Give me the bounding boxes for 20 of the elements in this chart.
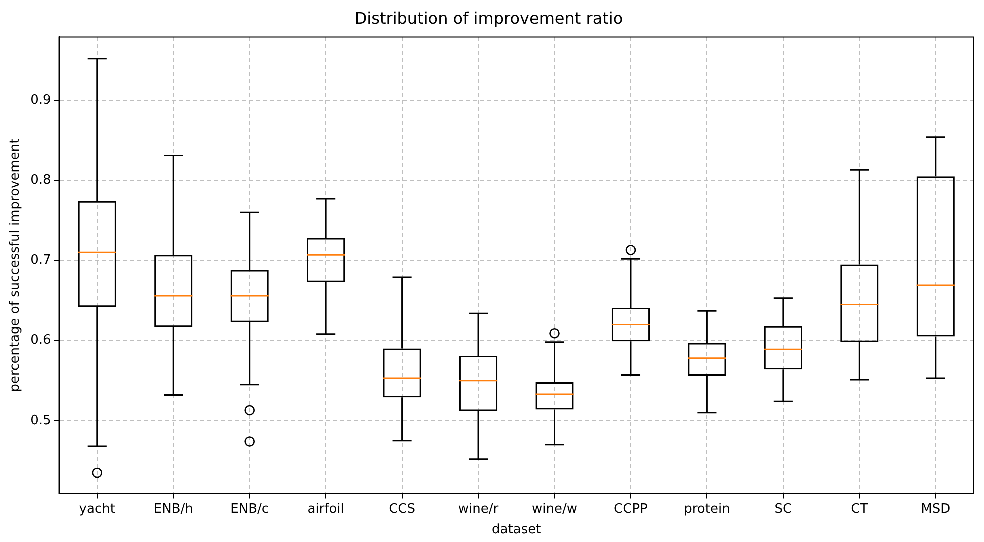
x-tick-label: CT (851, 502, 868, 517)
x-tick-label: yacht (79, 502, 116, 517)
chart-title: Distribution of improvement ratio (354, 8, 624, 28)
x-tick-label: wine/r (458, 502, 500, 517)
y-tick-label: 0.9 (30, 92, 52, 108)
y-tick-label: 0.7 (30, 253, 52, 268)
x-tick-label: protein (684, 502, 730, 517)
x-tick-label: wine/w (532, 502, 578, 517)
y-axis-title: percentage of successful improvement (8, 138, 24, 392)
y-tick-label: 0.6 (30, 333, 52, 348)
x-tick-label: ENB/c (230, 502, 270, 517)
x-tick-label: airfoil (308, 502, 344, 517)
x-axis-title: dataset (492, 522, 542, 538)
x-tick-label: CCPP (614, 502, 648, 517)
x-tick-label: MSD (921, 502, 951, 517)
y-tick-label: 0.8 (30, 172, 52, 188)
x-tick-label: CCS (389, 502, 416, 517)
x-tick-label: SC (774, 502, 792, 517)
y-tick-label: 0.5 (30, 413, 52, 428)
x-tick-label: ENB/h (154, 502, 194, 517)
